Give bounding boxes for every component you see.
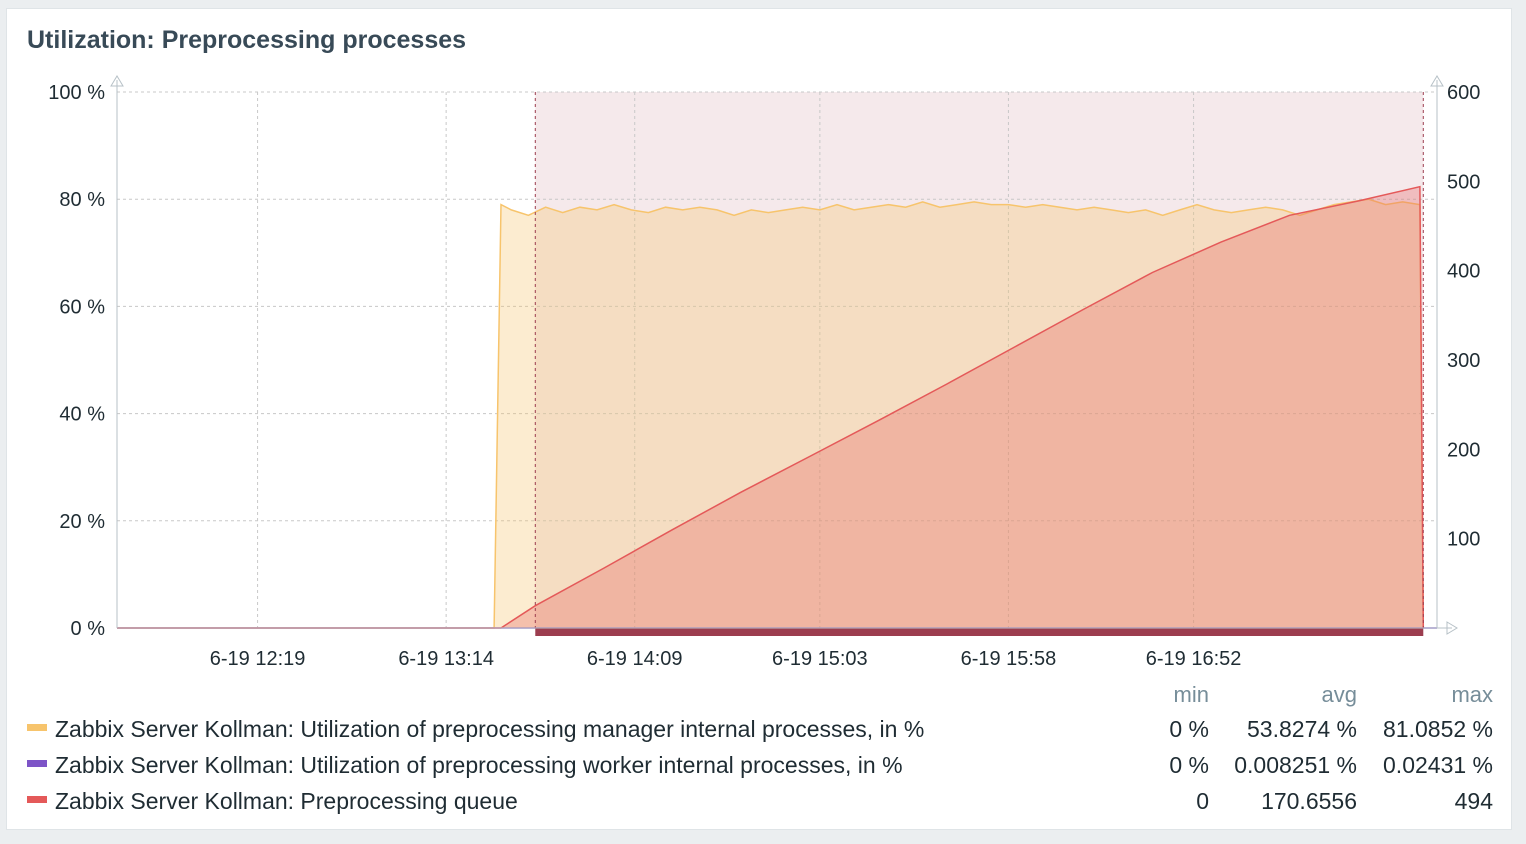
x-axis-arrow-icon (1446, 621, 1458, 635)
series-area (117, 199, 1424, 628)
legend-item-avg: 0.008251 % (1234, 752, 1357, 778)
legend-item-min: 0 (1196, 788, 1209, 814)
y-right-tick-label: 100 (1447, 529, 1480, 551)
x-tick-label: 6-19 16:52 (1146, 648, 1242, 670)
legend-header-min: min (1173, 682, 1209, 707)
legend-item-min: 0 % (1169, 716, 1209, 742)
legend-item-min: 0 % (1169, 752, 1209, 778)
y-left-tick-label: 80 % (59, 189, 105, 211)
y-right-tick-label: 600 (1447, 82, 1480, 104)
x-tick-label: 6-19 12:19 (210, 648, 306, 670)
legend-item-avg: 170.6556 (1261, 788, 1357, 814)
x-tick-label: 6-19 13:14 (398, 648, 494, 670)
legend-header-avg: avg (1321, 682, 1357, 707)
legend-item-name: Zabbix Server Kollman: Preprocessing que… (55, 788, 518, 814)
x-tick-label: 6-19 15:03 (772, 648, 868, 670)
y-left-tick-label: 0 % (71, 618, 106, 640)
series-line (117, 198, 1425, 629)
y-left-tick-label: 40 % (59, 404, 105, 426)
legend-swatch (27, 724, 47, 731)
highlight-period-bar (535, 628, 1424, 636)
series-area (117, 186, 1424, 628)
y-left-tick-label: 60 % (59, 296, 105, 318)
legend-item-avg: 53.8274 % (1247, 716, 1357, 742)
x-tick-label: 6-19 14:09 (587, 648, 683, 670)
y-right-tick-label: 500 (1447, 171, 1480, 193)
x-tick-label: 6-19 15:58 (961, 648, 1057, 670)
legend-swatch (27, 760, 47, 767)
legend-item-name: Zabbix Server Kollman: Utilization of pr… (55, 752, 903, 778)
legend-item: Zabbix Server Kollman: Utilization of pr… (7, 752, 1511, 782)
legend-header-max: max (1451, 682, 1493, 707)
highlight-period-bg (535, 92, 1424, 628)
legend-item-max: 494 (1454, 788, 1493, 814)
series-line (117, 185, 1425, 629)
y-right-tick-label: 300 (1447, 350, 1480, 372)
y-left-tick-label: 100 % (48, 82, 105, 104)
chart: 0 % 20 % 40 % 60 % 80 % 100 % 100 200 300 400 500 6… (48, 75, 1480, 670)
y-left-tick-label: 20 % (59, 511, 105, 533)
widget-title: Utilization: Preprocessing processes (27, 26, 467, 54)
y-right-tick-label: 200 (1447, 439, 1480, 461)
legend-swatch (27, 796, 47, 803)
legend-item: Zabbix Server Kollman: Utilization of pr… (7, 716, 1511, 746)
legend-item: Zabbix Server Kollman: Preprocessing que… (7, 788, 1511, 818)
legend-item-max: 0.02431 % (1383, 752, 1493, 778)
legend-item-name: Zabbix Server Kollman: Utilization of pr… (55, 716, 925, 742)
legend-item-max: 81.0852 % (1383, 716, 1493, 742)
y-left-axis-arrow-icon (110, 75, 124, 87)
y-right-axis-arrow-icon (1430, 75, 1444, 87)
y-right-tick-label: 400 (1447, 261, 1480, 283)
graph-widget: Utilization: Preprocessing processes 0 %… (6, 8, 1512, 830)
